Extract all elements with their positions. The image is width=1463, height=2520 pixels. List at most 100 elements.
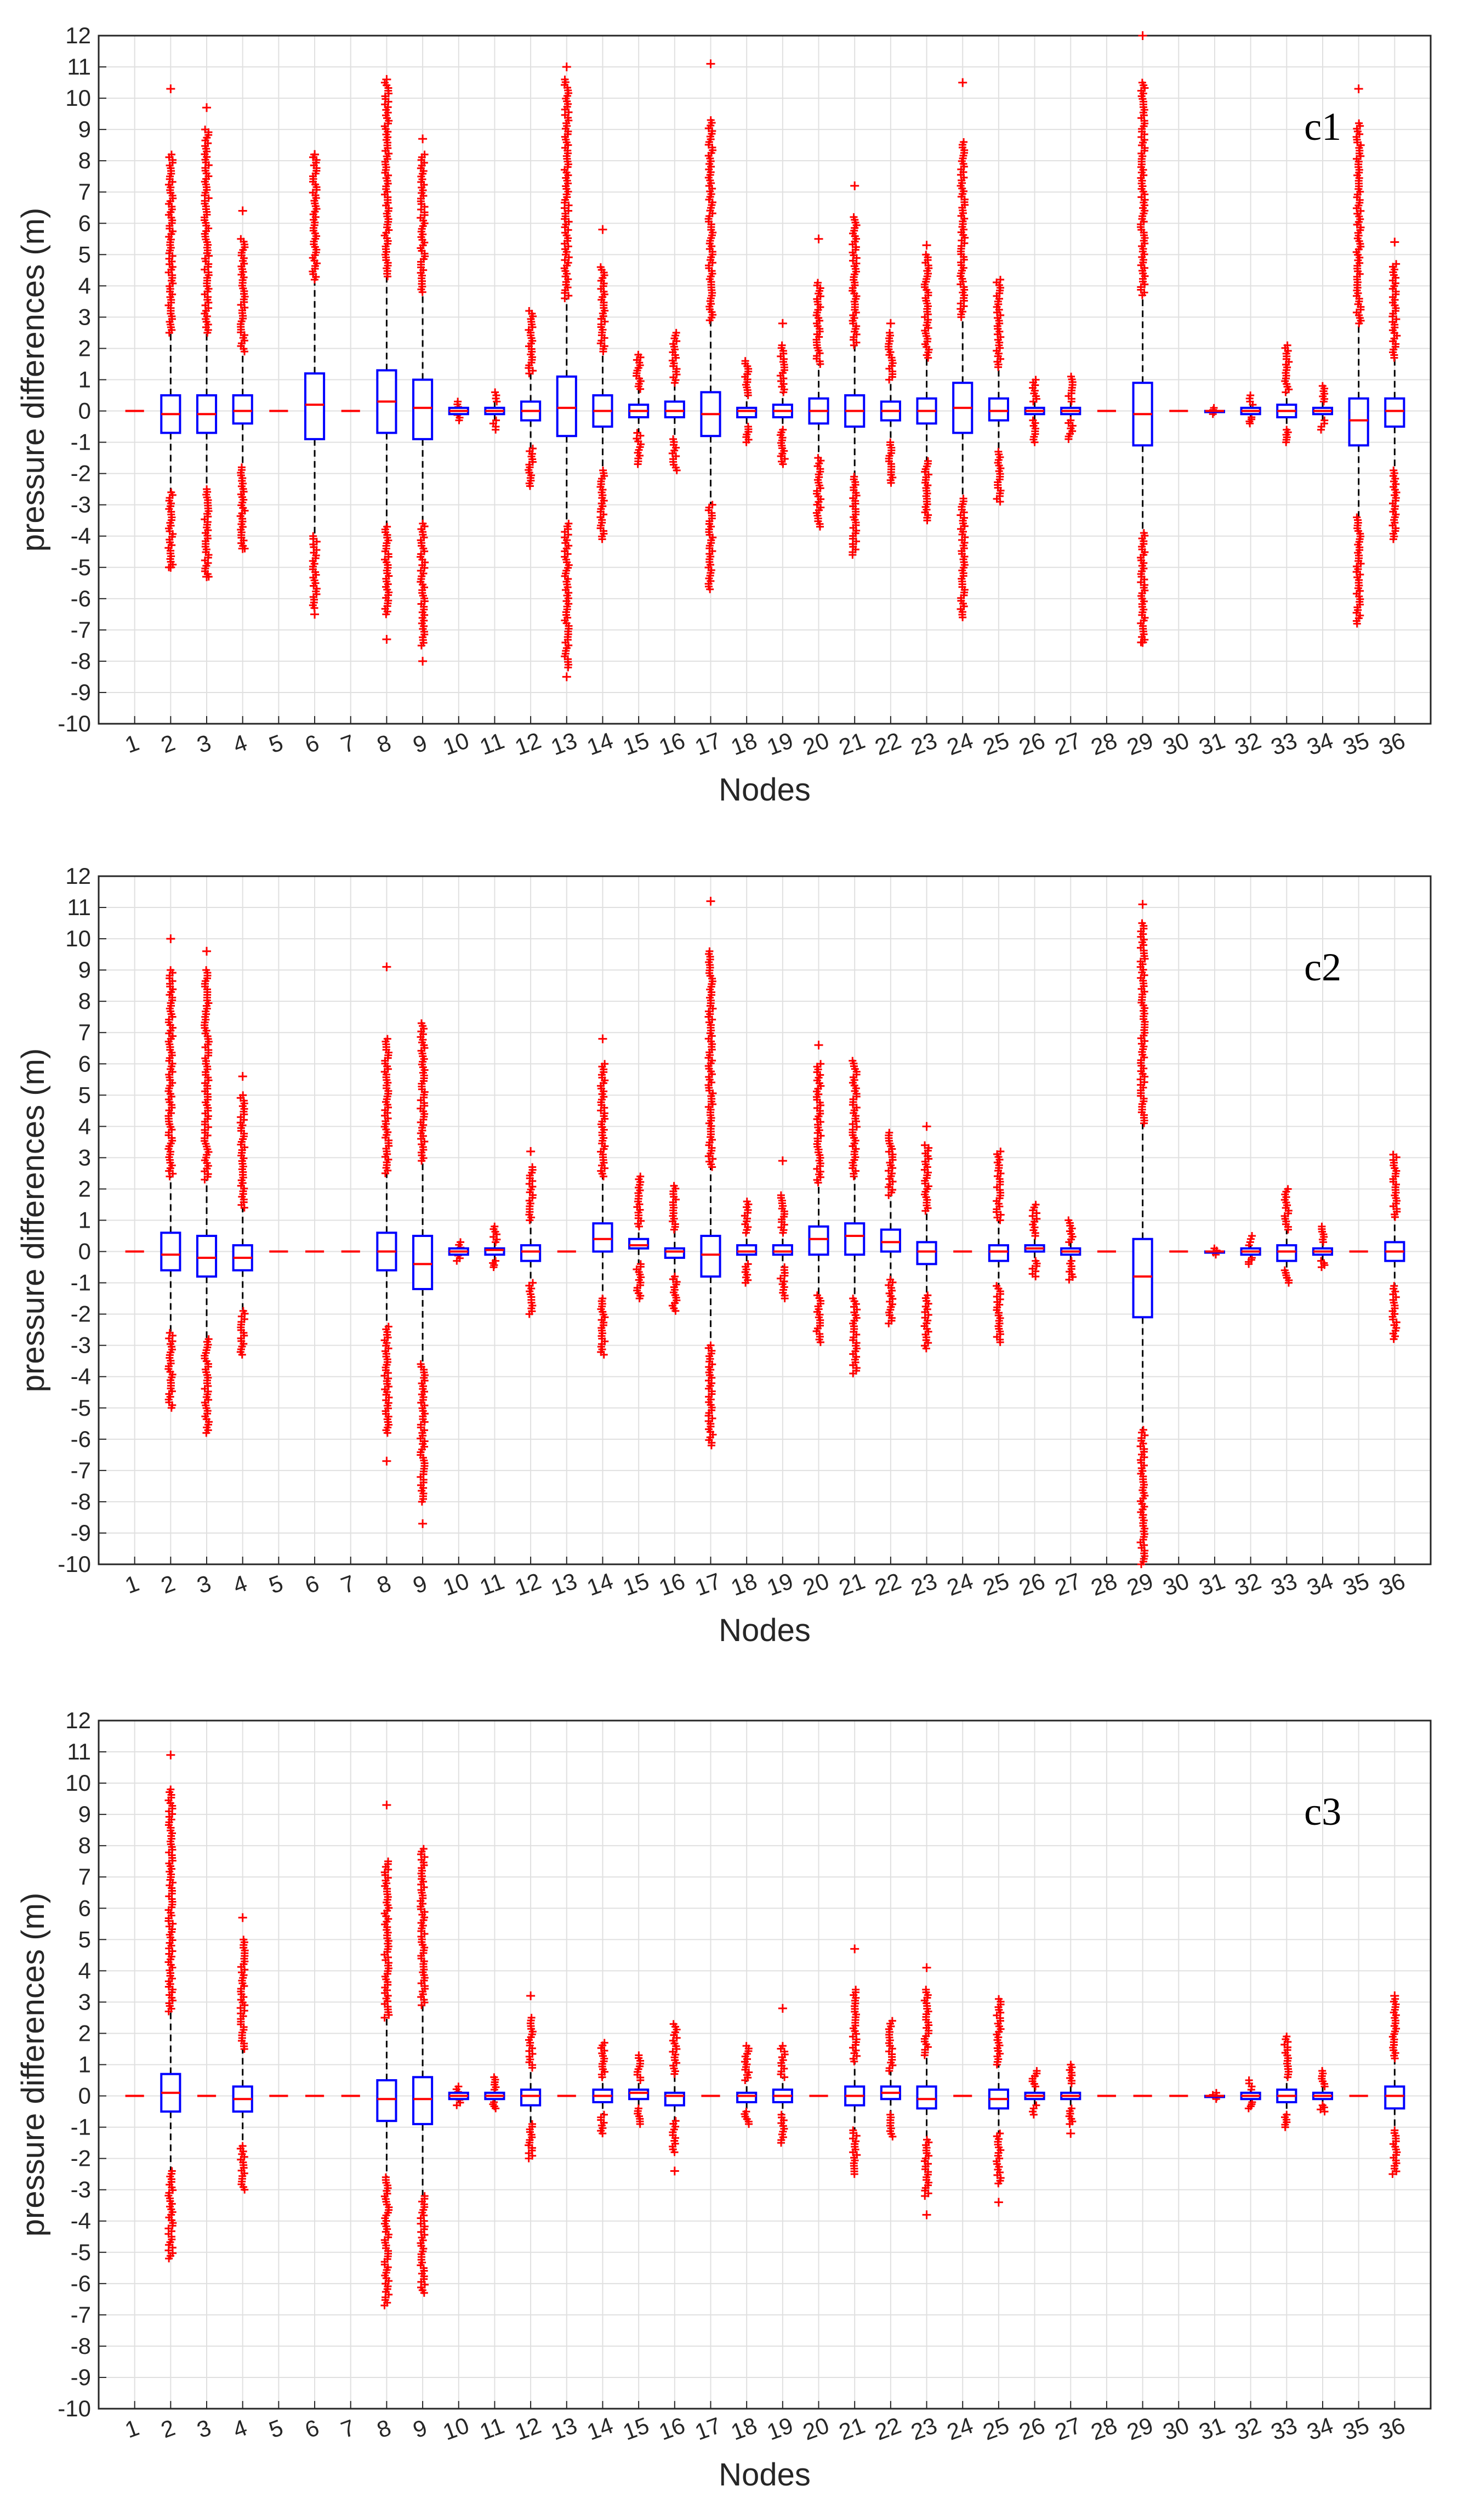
outlier-cluster (957, 495, 969, 622)
outlier-extreme (238, 544, 247, 553)
outlier-cluster (525, 445, 537, 490)
box-node-27 (1060, 372, 1081, 443)
outlier-cluster (1064, 416, 1077, 443)
y-tick-label: 3 (78, 1144, 91, 1170)
y-tick-label: 0 (78, 2083, 91, 2109)
x-tick-label: 26 (1016, 727, 1049, 760)
box-node-12 (520, 307, 542, 490)
box-node-21 (844, 1944, 866, 2178)
x-tick-label: 27 (1051, 2412, 1084, 2445)
outlier-cluster (380, 1857, 393, 2022)
outlier-cluster (885, 438, 897, 487)
outlier-cluster (957, 138, 969, 321)
iqr-box (520, 2088, 542, 2107)
iqr-box (880, 1228, 901, 1253)
box-node-9 (412, 134, 434, 666)
outlier-cluster (417, 1844, 429, 2010)
x-tick-label: 2 (157, 729, 178, 758)
y-tick-label: -4 (71, 1364, 91, 1389)
outlier-cluster (489, 1222, 501, 1246)
y-tick-label: 0 (78, 1239, 91, 1264)
outlier-cluster (668, 1273, 681, 1315)
grid (99, 876, 1431, 1565)
box-node-13 (556, 63, 577, 682)
x-tick-label: 18 (727, 1568, 760, 1600)
outlier-cluster (561, 519, 573, 672)
outlier-extreme (1138, 638, 1147, 647)
x-tick-label: 35 (1340, 1568, 1373, 1600)
box-node-25 (988, 275, 1009, 506)
box-node-29 (1132, 31, 1153, 647)
outlier-cluster (1388, 1995, 1401, 2063)
outlier-extreme (202, 946, 212, 956)
iqr-box (412, 2076, 434, 2125)
box-node-10 (448, 2082, 469, 2109)
x-tick-label: 2 (157, 2414, 178, 2443)
x-tick-label: 20 (800, 727, 833, 760)
outlier-cluster (1388, 466, 1401, 543)
x-tick-label: 1 (122, 2414, 143, 2443)
x-tick-label: 21 (835, 2412, 868, 2445)
outlier-extreme (670, 2166, 679, 2176)
iqr-box (736, 1244, 758, 1256)
outlier-cluster (992, 1148, 1005, 1224)
x-tick-label: 10 (440, 1568, 473, 1600)
outlier-extreme (166, 934, 175, 944)
x-tick-label: 22 (872, 2412, 904, 2445)
outlier-cluster (1028, 1200, 1041, 1240)
outlier-cluster (849, 473, 861, 559)
outlier-extreme (850, 1944, 859, 1954)
outlier-cluster (993, 2130, 1005, 2188)
outlier-cluster (1388, 2126, 1401, 2178)
outlier-cluster (849, 1295, 861, 1378)
x-tick-label: 12 (511, 727, 544, 760)
outlier-cluster (1065, 1257, 1077, 1284)
y-tick-label: -2 (71, 2146, 91, 2171)
outlier-cluster (886, 2110, 897, 2141)
box-node-10 (448, 398, 469, 424)
box-node-27 (1060, 1216, 1081, 1284)
iqr-box (700, 1235, 721, 1278)
x-tick-label: 24 (943, 1568, 976, 1600)
x-tick-label: 4 (230, 1570, 251, 1598)
y-tick-label: 7 (78, 1019, 91, 1045)
outlier-cluster (1029, 2101, 1040, 2119)
y-tick-label: -6 (71, 1426, 91, 1452)
y-tick-label: -3 (71, 2177, 91, 2203)
y-tick-label: 5 (78, 1082, 91, 1108)
x-tick-label: 19 (764, 1568, 796, 1600)
iqr-box (916, 2085, 937, 2110)
outlier-extreme (418, 134, 428, 144)
box-node-19 (772, 319, 793, 468)
x-tick-label: 24 (943, 2412, 976, 2445)
outlier-extreme (886, 319, 895, 328)
x-tick-label: 16 (656, 727, 688, 760)
x-tick-label: 32 (1232, 2412, 1265, 2445)
box-node-17 (700, 59, 721, 593)
outlier-extreme (562, 63, 571, 72)
x-tick-label: 21 (835, 1568, 868, 1600)
box-node-22 (880, 1128, 901, 1327)
outlier-extreme (922, 2210, 931, 2220)
y-tick-label: -10 (58, 711, 91, 736)
y-tick-label: -5 (71, 554, 91, 580)
x-tick-label: 11 (476, 728, 508, 760)
x-tick-label: 34 (1303, 1568, 1336, 1600)
outlier-cluster (1282, 425, 1292, 446)
box-node-23 (916, 1963, 937, 2220)
x-tick-label: 27 (1051, 727, 1084, 760)
y-axis-label: pressure differences (m) (15, 1893, 51, 2237)
outlier-extreme (598, 225, 607, 234)
y-tick-label: 4 (78, 1957, 91, 1983)
box-node-4 (232, 206, 253, 553)
outlier-cluster (704, 501, 717, 593)
outlier-cluster (1029, 376, 1040, 406)
iqr-box (304, 372, 326, 440)
outlier-extreme (310, 150, 320, 159)
iqr-box (736, 406, 758, 418)
outlier-cluster (309, 150, 321, 283)
y-tick-label: 9 (78, 1801, 91, 1827)
x-tick-label: 30 (1159, 727, 1192, 760)
x-tick-label: 23 (908, 1568, 941, 1600)
x-tick-label: 35 (1340, 727, 1373, 760)
